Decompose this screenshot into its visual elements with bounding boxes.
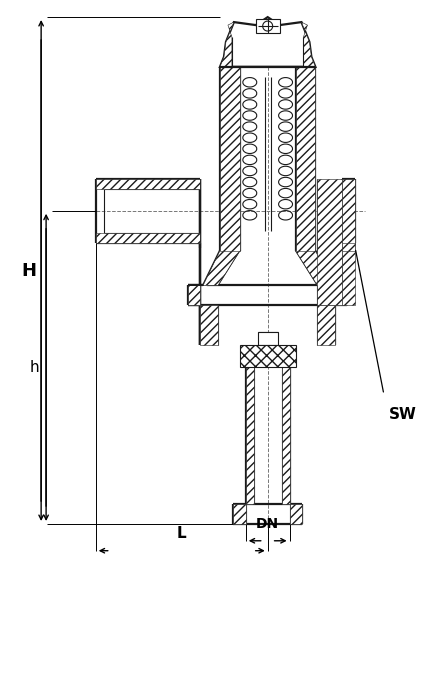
Polygon shape	[96, 233, 200, 243]
Polygon shape	[188, 251, 240, 286]
Polygon shape	[220, 22, 234, 66]
Bar	[256, 19, 279, 33]
Polygon shape	[258, 332, 278, 345]
Polygon shape	[342, 243, 355, 251]
Polygon shape	[315, 251, 347, 305]
Polygon shape	[342, 179, 355, 305]
Polygon shape	[200, 305, 218, 345]
Text: h: h	[29, 360, 39, 375]
Polygon shape	[96, 179, 200, 189]
Polygon shape	[290, 504, 303, 524]
Text: H: H	[22, 262, 37, 279]
Polygon shape	[248, 350, 288, 363]
Polygon shape	[317, 305, 335, 345]
Polygon shape	[301, 22, 315, 66]
Polygon shape	[296, 66, 315, 251]
Polygon shape	[220, 66, 240, 251]
Polygon shape	[296, 251, 347, 286]
Polygon shape	[246, 345, 254, 504]
Polygon shape	[188, 251, 220, 305]
Text: L: L	[177, 526, 187, 541]
Polygon shape	[188, 286, 200, 305]
Polygon shape	[335, 286, 347, 305]
Polygon shape	[220, 17, 315, 66]
Polygon shape	[317, 179, 342, 305]
Polygon shape	[240, 345, 296, 367]
Text: SW: SW	[389, 407, 417, 422]
Polygon shape	[282, 345, 290, 504]
Text: DN: DN	[256, 517, 279, 531]
Polygon shape	[233, 504, 246, 524]
